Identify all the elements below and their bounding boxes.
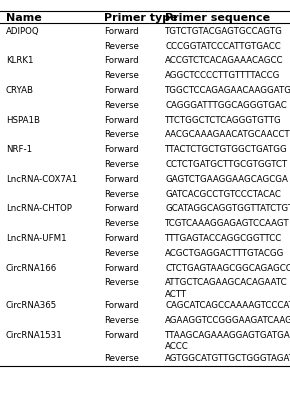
Text: AGGCTCCCCTTGTTTTACCG: AGGCTCCCCTTGTTTTACCG: [165, 71, 281, 80]
Text: CAGCATCAGCCAAAAGTCCCAT: CAGCATCAGCCAAAAGTCCCAT: [165, 301, 290, 310]
Text: Forward: Forward: [104, 145, 139, 154]
Text: Reverse: Reverse: [104, 278, 139, 288]
Text: TCGTCAAAGGAGAGTCCAAGT: TCGTCAAAGGAGAGTCCAAGT: [165, 219, 290, 228]
Text: Reverse: Reverse: [104, 42, 139, 50]
Text: Reverse: Reverse: [104, 354, 139, 363]
Text: CRYAB: CRYAB: [6, 86, 34, 95]
Text: Forward: Forward: [104, 234, 139, 243]
Text: CircRNA1531: CircRNA1531: [6, 331, 63, 340]
Text: NRF-1: NRF-1: [6, 145, 32, 154]
Text: Forward: Forward: [104, 56, 139, 65]
Text: Forward: Forward: [104, 116, 139, 125]
Text: GAGTCTGAAGGAAGCAGCGA: GAGTCTGAAGGAAGCAGCGA: [165, 175, 288, 184]
Text: Forward: Forward: [104, 175, 139, 184]
Text: CAGGGATTTGGCAGGGTGAC: CAGGGATTTGGCAGGGTGAC: [165, 101, 287, 110]
Text: CircRNA365: CircRNA365: [6, 301, 57, 310]
Text: Reverse: Reverse: [104, 316, 139, 325]
Text: Forward: Forward: [104, 301, 139, 310]
Text: CCCGGTATCCCATTGTGACC: CCCGGTATCCCATTGTGACC: [165, 42, 281, 50]
Text: Reverse: Reverse: [104, 219, 139, 228]
Text: Primer type: Primer type: [104, 13, 178, 23]
Text: ACGCTGAGGACTTTGTACGG: ACGCTGAGGACTTTGTACGG: [165, 249, 285, 258]
Text: Reverse: Reverse: [104, 71, 139, 80]
Text: Reverse: Reverse: [104, 190, 139, 199]
Text: GCATAGGCAGGTGGTTATCTGT: GCATAGGCAGGTGGTTATCTGT: [165, 204, 290, 214]
Text: Reverse: Reverse: [104, 101, 139, 110]
Text: GATCACGCCTGTCCCTACAC: GATCACGCCTGTCCCTACAC: [165, 190, 281, 199]
Text: Forward: Forward: [104, 204, 139, 214]
Text: CTCTGAGTAAGCGGCAGAGCCT: CTCTGAGTAAGCGGCAGAGCCT: [165, 264, 290, 273]
Text: KLRK1: KLRK1: [6, 56, 33, 65]
Text: AGAAGGTCCGGGAAGATCAAGTC: AGAAGGTCCGGGAAGATCAAGTC: [165, 316, 290, 325]
Text: AGTGGCATGTTGCTGGGTAGATT: AGTGGCATGTTGCTGGGTAGATT: [165, 354, 290, 363]
Text: Forward: Forward: [104, 264, 139, 273]
Text: Forward: Forward: [104, 331, 139, 340]
Text: Reverse: Reverse: [104, 160, 139, 169]
Text: TTACTCTGCTGTGGCTGATGG: TTACTCTGCTGTGGCTGATGG: [165, 145, 288, 154]
Text: ACCGTCTCACAGAAACAGCC: ACCGTCTCACAGAAACAGCC: [165, 56, 284, 65]
Text: HSPA1B: HSPA1B: [6, 116, 40, 125]
Text: LncRNA-COX7A1: LncRNA-COX7A1: [6, 175, 77, 184]
Text: TTCTGGCTCTCAGGGTGTTG: TTCTGGCTCTCAGGGTGTTG: [165, 116, 282, 125]
Text: ADIPOQ: ADIPOQ: [6, 27, 39, 36]
Text: Reverse: Reverse: [104, 130, 139, 140]
Text: TGGCTCCAGAGAACAAGGATG: TGGCTCCAGAGAACAAGGATG: [165, 86, 290, 95]
Text: LncRNA-CHTOP: LncRNA-CHTOP: [6, 204, 72, 214]
Text: CircRNA166: CircRNA166: [6, 264, 57, 273]
Text: TTTGAGTACCAGGCGGTTCC: TTTGAGTACCAGGCGGTTCC: [165, 234, 282, 243]
Text: AACGCAAAGAACATGCAACCT: AACGCAAAGAACATGCAACCT: [165, 130, 290, 140]
Text: TGTCTGTACGAGTGCCAGTG: TGTCTGTACGAGTGCCAGTG: [165, 27, 283, 36]
Text: Name: Name: [6, 13, 41, 23]
Text: CCTCTGATGCTTGCGTGGTCT: CCTCTGATGCTTGCGTGGTCT: [165, 160, 287, 169]
Text: Forward: Forward: [104, 27, 139, 36]
Text: Reverse: Reverse: [104, 249, 139, 258]
Text: LncRNA-UFM1: LncRNA-UFM1: [6, 234, 66, 243]
Text: Forward: Forward: [104, 86, 139, 95]
Text: TTAAGCAGAAAGGAGTGATGA
ACCC: TTAAGCAGAAAGGAGTGATGA ACCC: [165, 331, 290, 351]
Text: ATTGCTCAGAAGCACAGAATC
ACTT: ATTGCTCAGAAGCACAGAATC ACTT: [165, 278, 288, 298]
Text: Primer sequence: Primer sequence: [165, 13, 270, 23]
